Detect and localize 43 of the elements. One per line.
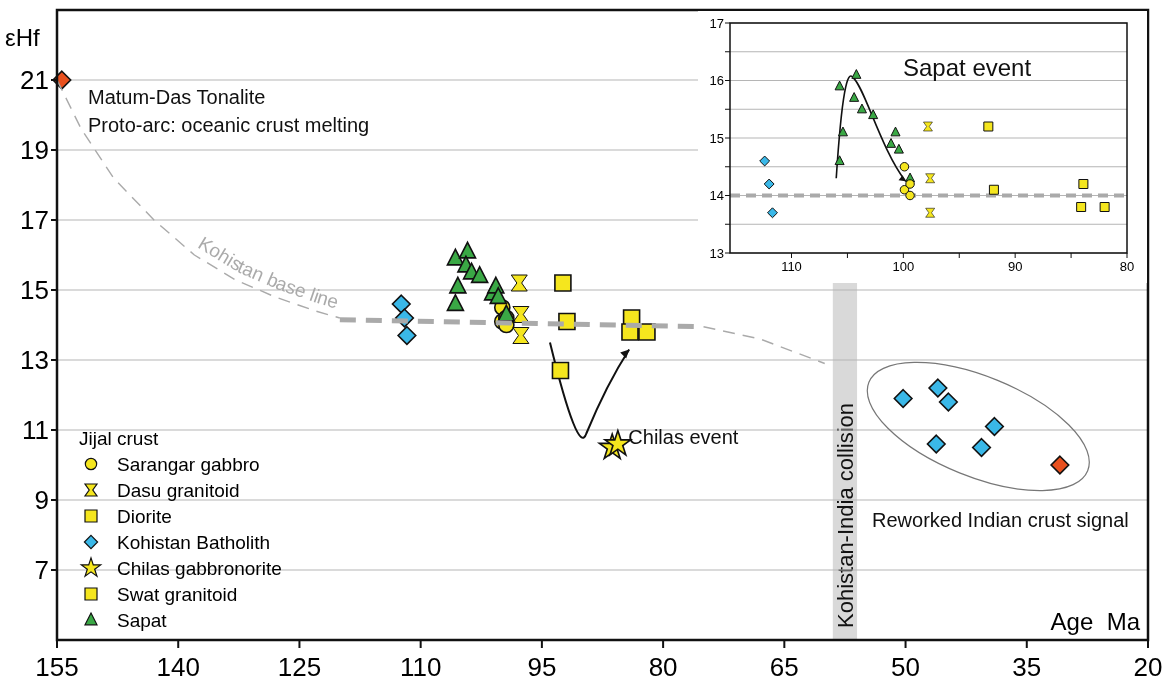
annotation: Proto-arc: oceanic crust melting [88,114,370,136]
x-tick-label: 140 [156,652,200,682]
x-tick-label: 65 [769,652,799,682]
x-tick-label: 125 [277,652,322,682]
x-tick-label: 95 [527,652,557,682]
x-tick-label: 80 [648,652,678,682]
legend-label: Swat granitoid [117,583,238,605]
y-tick-label: 15 [20,275,49,305]
x-tick-label: 110 [399,652,442,682]
x-tick-label: 100 [892,259,915,274]
x-tick-label: 50 [891,652,921,682]
y-tick-label: 11 [22,415,49,445]
legend-label: Dasu granitoid [117,479,240,501]
y-tick-label: 21 [20,65,49,95]
x-tick-label: 110 [781,259,802,274]
y-tick-label: 9 [34,485,49,515]
annotation: Reworked Indian crust signal [872,509,1129,531]
annotation: Chilas event [628,426,739,448]
y-tick-label: 13 [20,345,49,375]
y-tick-label: 15 [709,130,724,146]
x-tick-label: 90 [1007,259,1023,274]
annotation: Sapat event [903,53,1032,81]
y-tick-label: 14 [709,188,724,203]
x-tick-label: 20 [1133,652,1163,682]
y-tick-label: 7 [34,555,49,585]
legend-label: Chilas gabbronorite [117,557,282,579]
annotation: Matum-Das Tonalite [88,86,266,108]
legend-label: Diorite [117,505,172,527]
legend-label: Sapat [117,609,168,631]
y-tick-label: 16 [709,73,724,88]
band-label: Kohistan-India collision [832,402,858,628]
y-axis-title: εHf [5,24,41,51]
legend-title: Jijal crust [79,427,159,449]
y-tick-label: 19 [20,135,49,165]
y-tick-label: 17 [709,15,724,31]
x-tick-label: 155 [35,652,79,682]
legend-label: Sarangar gabbro [117,453,260,475]
y-tick-label: 13 [709,245,724,261]
legend-label: Kohistan Batholith [117,531,271,553]
x-axis-title: Age Ma [1050,608,1141,635]
x-tick-label: 35 [1012,652,1042,682]
y-tick-label: 17 [20,205,49,235]
x-tick-label: 80 [1119,259,1135,274]
